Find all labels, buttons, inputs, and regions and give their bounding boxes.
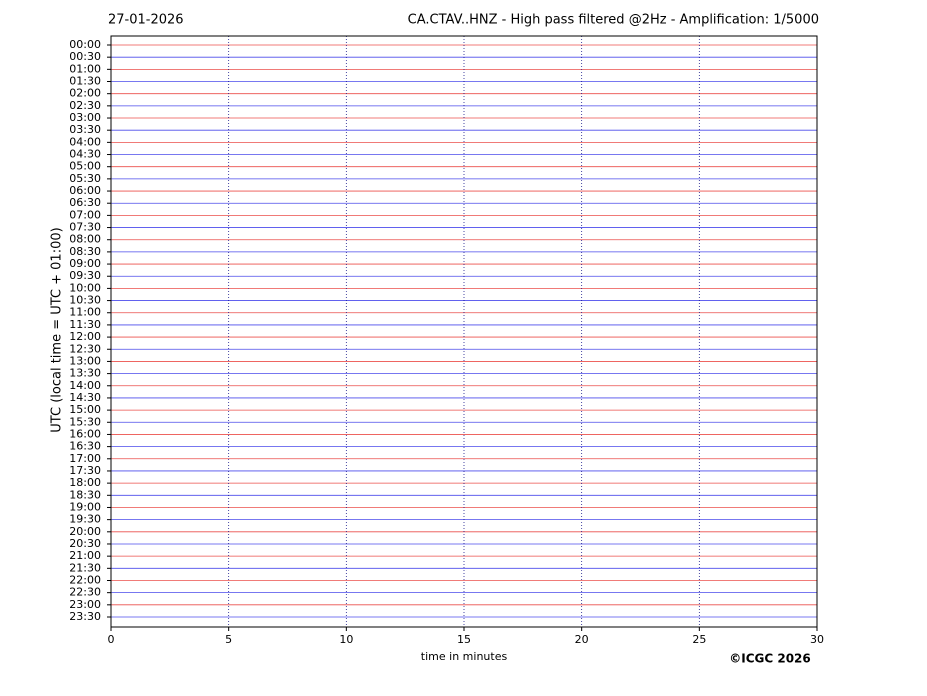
y-tick-label: 04:30 [69,148,101,161]
y-tick-label: 16:00 [69,427,101,440]
y-tick-label: 11:30 [69,318,101,331]
x-tick-label: 5 [225,633,232,646]
y-tick-label: 15:30 [69,415,101,428]
y-tick-label: 12:00 [69,330,101,343]
y-axis-label: UTC (local time = UTC + 01:00) [50,227,65,432]
y-tick-label: 05:00 [69,160,101,173]
x-axis-label: time in minutes [421,650,508,663]
y-tick-label: 02:30 [69,99,101,112]
y-tick-label: 10:30 [69,294,101,307]
y-tick-label: 00:30 [69,50,101,63]
y-tick-label: 07:30 [69,221,101,234]
x-tick-label: 10 [339,633,353,646]
date: 27-01-2026 [108,13,184,28]
y-tick-label: 21:00 [69,549,101,562]
y-tick-label: 15:00 [69,403,101,416]
chart-title: CA.CTAV..HNZ - High pass filtered @2Hz -… [408,13,819,28]
y-tick-label: 06:30 [69,196,101,209]
y-tick-label: 11:00 [69,306,101,319]
y-tick-label: 02:00 [69,87,101,100]
plot-frame [110,35,818,628]
y-tick-label: 14:30 [69,391,101,404]
y-tick-label: 00:00 [69,38,101,51]
y-tick-label: 05:30 [69,172,101,185]
y-tick-label: 20:00 [69,525,101,538]
y-tick-label: 06:00 [69,184,101,197]
y-tick-label: 23:30 [69,610,101,623]
y-tick-label: 14:00 [69,379,101,392]
y-tick-label: 12:30 [69,342,101,355]
y-tick-label: 18:00 [69,476,101,489]
x-tick-label: 25 [692,633,706,646]
y-tick-label: 13:30 [69,367,101,380]
copyright: ©ICGC 2026 [729,652,811,666]
y-tick-label: 22:30 [69,586,101,599]
y-tick-label: 16:30 [69,440,101,453]
y-tick-label: 22:00 [69,573,101,586]
y-tick-label: 08:30 [69,245,101,258]
y-tick-label: 18:30 [69,488,101,501]
y-tick-label: 20:30 [69,537,101,550]
y-tick-label: 17:00 [69,452,101,465]
y-tick-label: 10:00 [69,281,101,294]
x-tick-label: 30 [810,633,824,646]
y-tick-label: 21:30 [69,561,101,574]
y-tick-label: 07:00 [69,208,101,221]
y-tick-label: 03:30 [69,123,101,136]
x-tick-label: 20 [575,633,589,646]
y-tick-label: 08:00 [69,233,101,246]
y-tick-label: 23:00 [69,598,101,611]
y-tick-label: 13:00 [69,354,101,367]
y-tick-label: 19:30 [69,513,101,526]
y-tick-label: 01:00 [69,62,101,75]
y-tick-label: 03:00 [69,111,101,124]
x-tick-label: 15 [457,633,471,646]
y-tick-label: 09:30 [69,269,101,282]
y-tick-label: 04:00 [69,135,101,148]
y-tick-label: 01:30 [69,75,101,88]
x-tick-label: 0 [108,633,115,646]
y-tick-label: 19:00 [69,500,101,513]
y-tick-label: 09:00 [69,257,101,270]
y-tick-label: 17:30 [69,464,101,477]
